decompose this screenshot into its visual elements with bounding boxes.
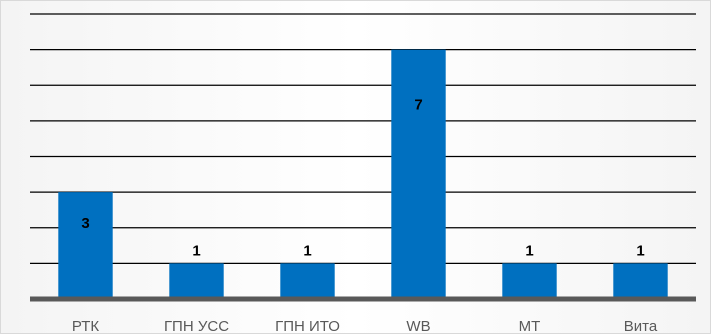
x-tick-label: МТ bbox=[519, 318, 541, 335]
data-label: 1 bbox=[636, 242, 644, 259]
bar bbox=[169, 263, 224, 299]
bar bbox=[280, 263, 335, 299]
bars bbox=[58, 49, 668, 299]
data-label: 1 bbox=[192, 242, 200, 259]
bar bbox=[58, 192, 113, 299]
data-label: 3 bbox=[81, 215, 89, 232]
data-label: 1 bbox=[525, 242, 533, 259]
x-tick-label: WB bbox=[406, 318, 430, 335]
bar bbox=[613, 263, 668, 299]
x-tick-label: Вита bbox=[624, 318, 658, 335]
data-label: 1 bbox=[303, 242, 311, 259]
bar bbox=[502, 263, 557, 299]
gridlines bbox=[30, 13, 696, 265]
data-label: 7 bbox=[414, 97, 422, 114]
x-tick-label: РТК bbox=[72, 318, 99, 335]
bar bbox=[391, 49, 446, 299]
x-tick-label: ГПН ИТО bbox=[275, 318, 340, 335]
x-tick-labels: РТК ГПН УСС ГПН ИТО WB МТ Вита bbox=[72, 318, 658, 335]
data-labels: 3 1 1 7 1 1 bbox=[81, 97, 644, 260]
x-tick-label: ГПН УСС bbox=[164, 318, 229, 335]
